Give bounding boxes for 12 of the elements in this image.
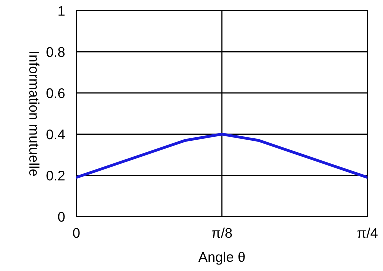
y-tick-label: 0.2 — [46, 170, 65, 181]
x-axis-title: Angle θ — [198, 252, 245, 265]
y-tick-label: 0 — [58, 212, 65, 222]
x-tick-label: 0 — [73, 228, 80, 238]
y-tick-label: 0.8 — [46, 47, 65, 58]
x-tick-label: π/8 — [212, 228, 232, 238]
y-tick-label: 1 — [58, 6, 65, 16]
y-axis-title: Information mutuelle — [29, 52, 40, 176]
y-tick-label: 0.4 — [46, 130, 66, 140]
x-tick-label: π/4 — [358, 228, 378, 238]
line-series — [76, 133, 368, 180]
y-tick-label: 0.6 — [46, 88, 65, 98]
